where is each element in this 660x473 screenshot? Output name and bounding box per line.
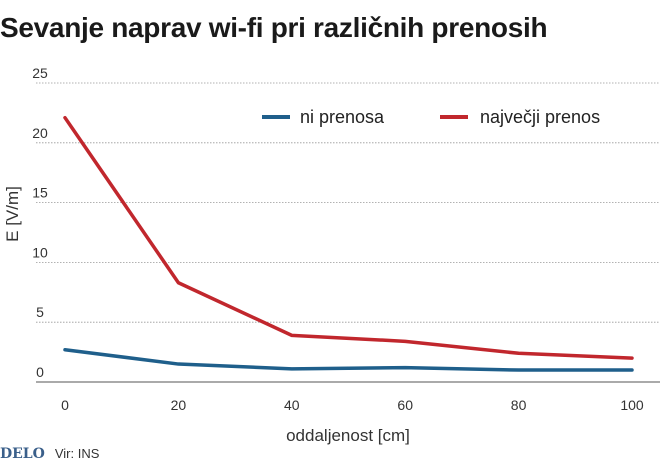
y-tick-label: 0 <box>36 364 44 380</box>
x-tick-label: 0 <box>61 397 69 413</box>
y-tick-label: 15 <box>32 185 48 201</box>
x-tick-labels: 0 20 40 60 80 100 <box>61 397 644 413</box>
publisher-logo: DELO <box>0 446 45 462</box>
y-tick-labels: 0 5 10 15 20 25 <box>32 65 48 380</box>
legend-label: največji prenos <box>480 107 600 127</box>
series-line-1 <box>63 347 634 372</box>
x-tick-label: 40 <box>284 397 300 413</box>
grid-lines <box>36 82 660 383</box>
x-tick-label: 80 <box>511 397 527 413</box>
y-tick-label: 5 <box>36 304 44 320</box>
source-text: Vir: INS <box>54 446 100 461</box>
footer: DELO Vir: INS <box>0 446 99 462</box>
y-tick-label: 20 <box>32 125 48 141</box>
x-tick-label: 20 <box>171 397 187 413</box>
series-lines <box>63 115 634 372</box>
x-tick-label: 60 <box>397 397 413 413</box>
x-tick-label: 100 <box>620 397 644 413</box>
series-line-2 <box>63 115 634 360</box>
y-tick-label: 10 <box>32 244 48 260</box>
legend: ni prenosa največji prenos <box>262 107 600 127</box>
legend-label: ni prenosa <box>300 107 385 127</box>
x-axis-label: oddaljenost [cm] <box>286 426 410 445</box>
chart-title: Sevanje naprav wi-fi pri različnih preno… <box>0 12 548 43</box>
y-tick-label: 25 <box>32 65 48 81</box>
y-axis-label: E [V/m] <box>3 186 22 242</box>
